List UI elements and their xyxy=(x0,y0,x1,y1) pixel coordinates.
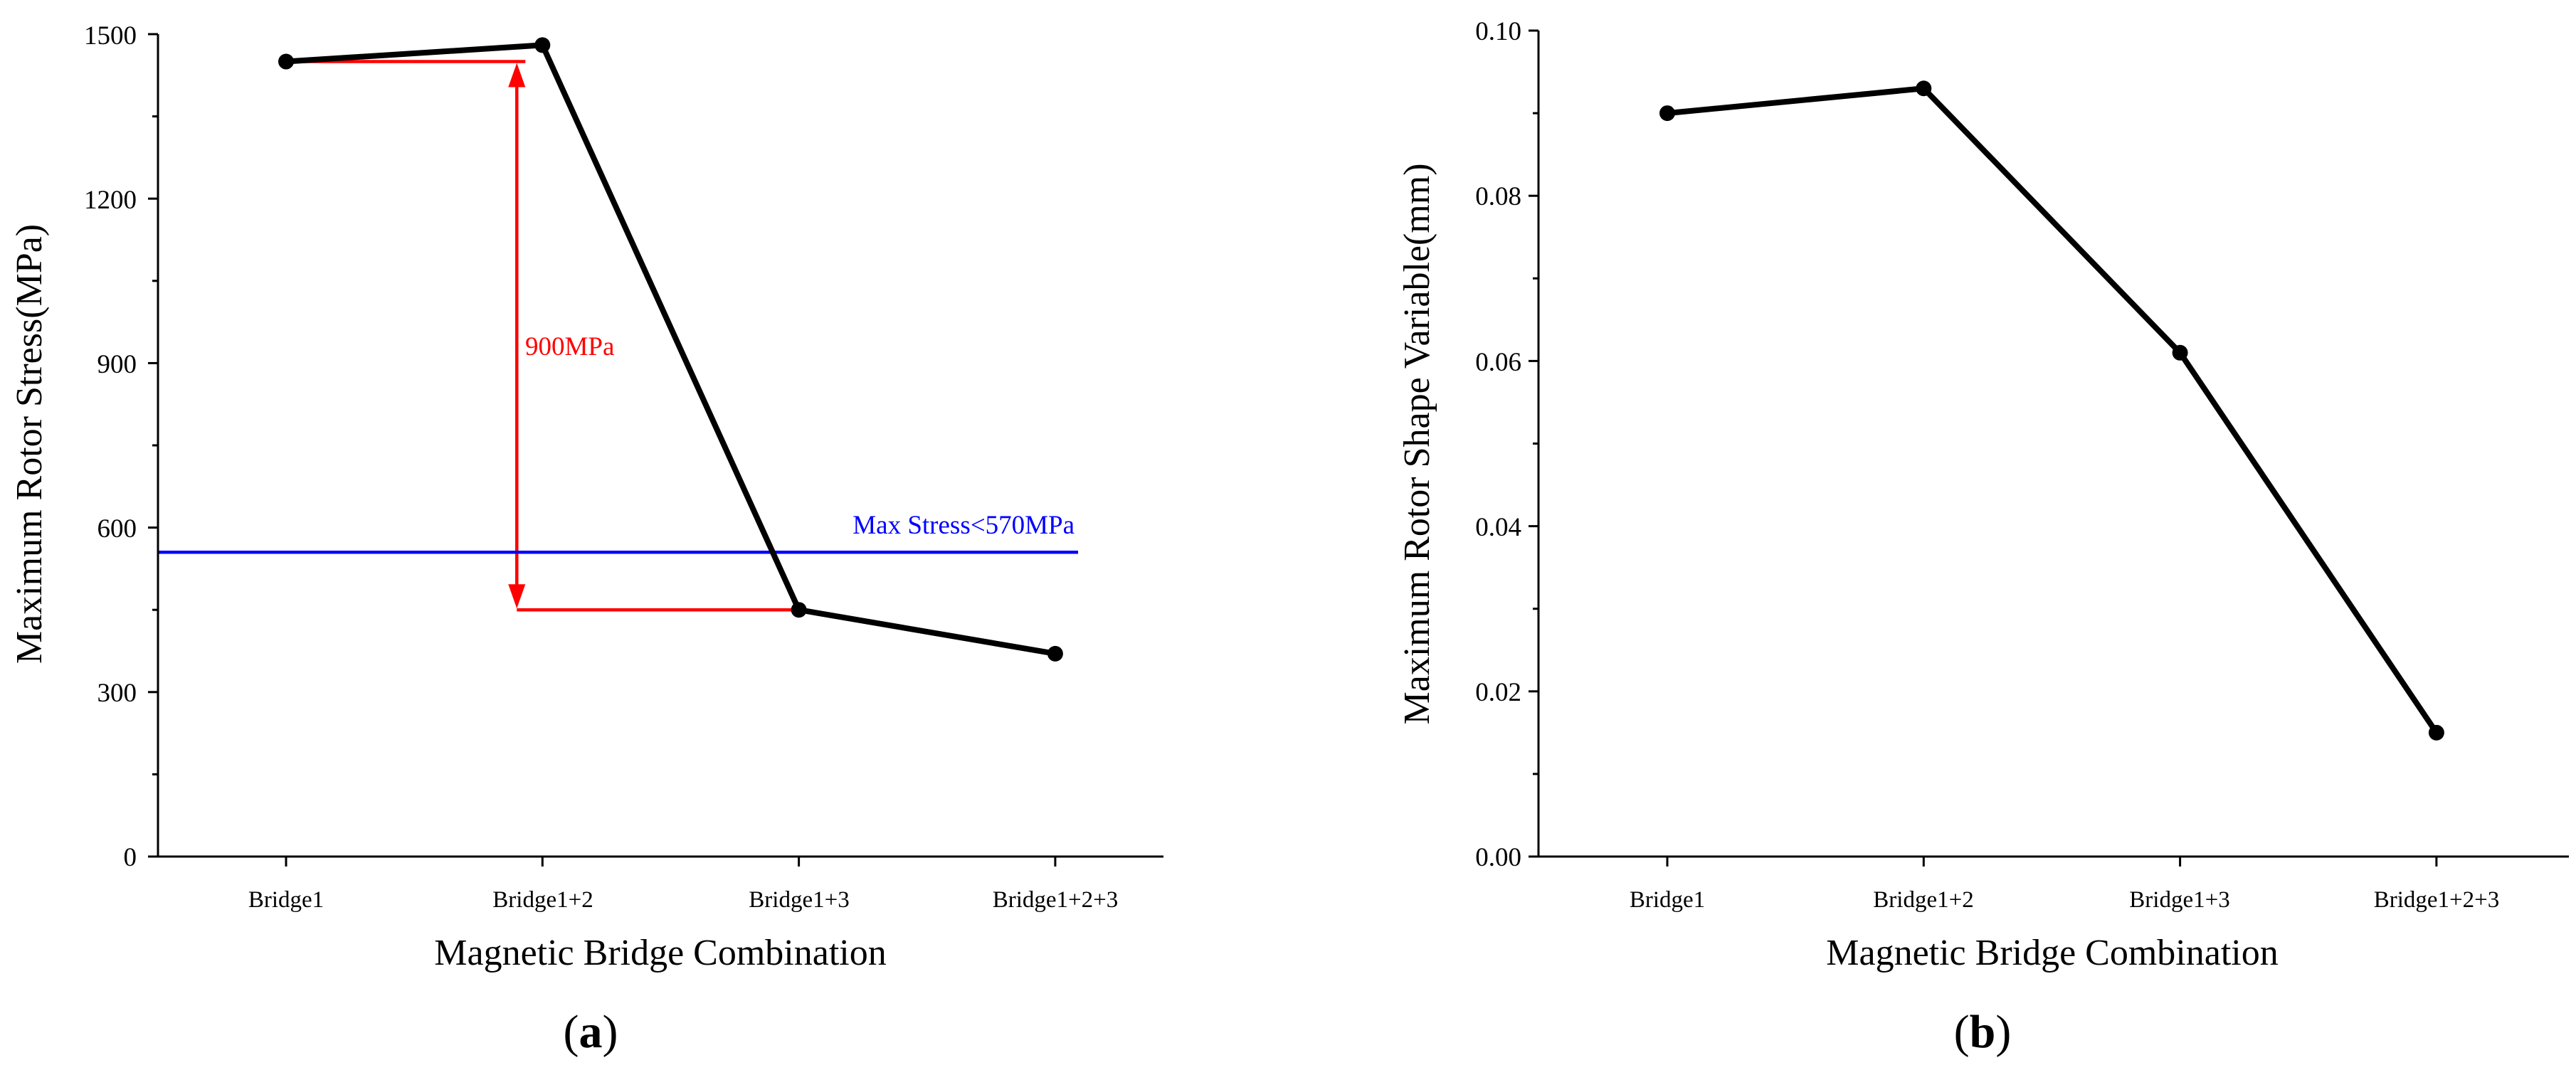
y-tick-label: 0.00 xyxy=(1475,843,1521,872)
y-tick-label: 0.08 xyxy=(1475,182,1521,211)
y-tick-label: 600 xyxy=(97,514,137,544)
data-point xyxy=(2172,344,2188,361)
x-tick-label: Bridge1 xyxy=(248,887,324,913)
chart-b-x-tick-labels: Bridge1 Bridge1+2 Bridge1+3 Bridge1+2+3 xyxy=(1630,887,2499,913)
data-point xyxy=(1047,645,1063,662)
data-point xyxy=(1916,80,1932,97)
difference-arrow-down-head xyxy=(508,584,526,609)
chart-a-panel-label: (a) xyxy=(564,1006,618,1058)
x-tick-label: Bridge1+2+3 xyxy=(2374,887,2500,913)
data-point xyxy=(278,53,294,70)
chart-b-points xyxy=(1659,80,2444,741)
chart-a-x-tick-labels: Bridge1 Bridge1+2 Bridge1+3 Bridge1+2+3 xyxy=(248,887,1118,913)
chart-b-x-axis-title: Magnetic Bridge Combination xyxy=(1826,933,2278,973)
data-point xyxy=(2428,724,2444,741)
chart-a-ticks xyxy=(148,33,1057,867)
panel-label-letter: a xyxy=(579,1006,603,1058)
chart-a-points xyxy=(278,37,1063,662)
y-tick-label: 0.02 xyxy=(1475,678,1521,707)
chart-panel-b: 0.00 0.02 0.04 0.06 0.08 0.10 Bridge1 Br… xyxy=(1397,17,2569,1058)
chart-b-y-axis-title: Maximum Rotor Shape Variable(mm) xyxy=(1397,163,1437,724)
chart-b-ticks xyxy=(1529,29,2438,867)
chart-a-x-axis-title: Magnetic Bridge Combination xyxy=(434,933,886,973)
chart-a-series-line xyxy=(285,42,1056,657)
chart-b-y-tick-labels: 0.00 0.02 0.04 0.06 0.08 0.10 xyxy=(1475,17,1521,872)
y-tick-label: 0.06 xyxy=(1475,348,1521,377)
y-tick-label: 900 xyxy=(97,350,137,379)
y-tick-label: 0.04 xyxy=(1475,513,1521,542)
x-tick-label: Bridge1+2 xyxy=(1873,887,1973,913)
chart-a-reference-annotation: Max Stress<570MPa xyxy=(158,511,1078,554)
x-tick-label: Bridge1+2+3 xyxy=(993,887,1119,913)
chart-panel-a: 900MPa Max Stress<570MPa 0 300 600 900 1… xyxy=(9,21,1163,1058)
chart-b-series-line xyxy=(1667,85,2439,735)
max-stress-reference-label: Max Stress<570MPa xyxy=(852,511,1075,540)
data-point xyxy=(1659,105,1675,122)
chart-b-panel-label: (b) xyxy=(1954,1006,2012,1058)
panel-label-letter: b xyxy=(1970,1006,1996,1058)
x-tick-label: Bridge1+3 xyxy=(749,887,849,913)
x-tick-label: Bridge1+3 xyxy=(2129,887,2229,913)
chart-a-y-axis-title: Maximum Rotor Stress(MPa) xyxy=(9,224,50,664)
y-tick-label: 1500 xyxy=(84,21,137,51)
y-tick-label: 0 xyxy=(124,843,137,872)
chart-a-y-tick-labels: 0 300 600 900 1200 1500 xyxy=(84,21,137,872)
x-tick-label: Bridge1 xyxy=(1630,887,1705,913)
y-tick-label: 300 xyxy=(97,679,137,708)
difference-label: 900MPa xyxy=(525,332,614,361)
data-point xyxy=(534,37,551,53)
difference-arrow-up-head xyxy=(508,63,526,88)
data-point xyxy=(791,602,807,618)
y-tick-label: 0.10 xyxy=(1475,17,1521,46)
x-tick-label: Bridge1+2 xyxy=(492,887,593,913)
chart-a-difference-annotation: 900MPa xyxy=(286,60,799,612)
y-tick-label: 1200 xyxy=(84,186,137,215)
